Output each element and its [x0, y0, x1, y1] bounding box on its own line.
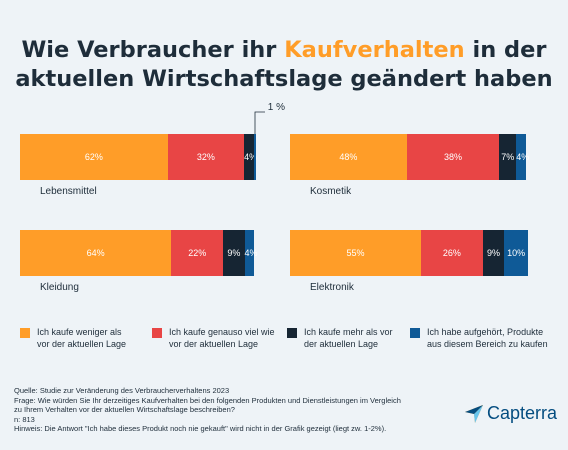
data-label: 55% [346, 248, 365, 258]
footer-question-line-1: Frage: Wie würden Sie Ihr derzeitiges Ka… [14, 395, 401, 405]
legend-label: Ich kaufe weniger als vor der aktuellen L… [37, 327, 127, 349]
data-label: 32% [196, 152, 215, 162]
footer-note: Hinweis: Die Antwort "Ich habe dieses Pr… [14, 424, 387, 433]
capterra-arrow-logo-icon [465, 404, 483, 423]
title-part-2: in der [464, 37, 547, 63]
legend-item: Ich kaufe weniger als vor der aktuellen L… [20, 326, 126, 350]
data-label: 7% [501, 152, 515, 162]
bar-segment [420, 230, 483, 276]
callout-line [254, 111, 265, 136]
stacked-bar-chart: 1 % 62% 32% 4% Lebensmittel 48% 38% 7% 4% Kosmeti… [20, 102, 530, 293]
bar-segment [20, 134, 168, 180]
title-highlight: Kaufverhalten [284, 37, 465, 63]
capterra-brand: Capterra [465, 403, 557, 424]
data-label: 10% [507, 248, 526, 258]
title-line-2: aktuellen Wirtschaftslage geändert haben [15, 66, 553, 92]
data-label: 64% [86, 248, 105, 258]
bar-segment [504, 230, 528, 276]
legend-swatch [152, 328, 162, 338]
bar-segment [290, 230, 421, 276]
legend-swatch [410, 328, 420, 338]
bar-elektronik: 55% 26% 9% 10% [290, 230, 528, 276]
bar-segment [244, 230, 254, 276]
bar-segment [167, 134, 245, 180]
legend-label: Ich kaufe mehr als vor der aktuellen Lage [304, 327, 393, 349]
category-label: Lebensmittel [40, 186, 97, 197]
data-label: 62% [84, 152, 103, 162]
bar-segment [20, 230, 172, 276]
data-label: 4% [516, 152, 530, 162]
data-label: 9% [486, 248, 500, 258]
bar-segment [253, 134, 256, 180]
category-label: Kleidung [40, 282, 79, 293]
category-label: Kosmetik [310, 186, 352, 197]
legend-item: Ich kaufe mehr als vor der aktuellen Lage [287, 326, 393, 350]
legend-label: Ich habe aufgehört, Produkte aus diesem B… [427, 327, 548, 349]
footer-sample-size: n: 813 [14, 414, 35, 424]
bar-segment [290, 134, 407, 180]
data-label: 38% [444, 152, 463, 162]
bar-segment [244, 134, 254, 180]
legend-label: Ich kaufe genauso viel wie vor der aktuel… [169, 327, 275, 349]
legend-swatch [20, 328, 30, 338]
legend-item: Ich kaufe genauso viel wie vor der aktuel… [152, 326, 275, 350]
bar-segment [499, 134, 517, 180]
bar-segment [223, 230, 245, 276]
footer-question-line-2: zu Ihrem Verhalten vor der aktuellen Wir… [14, 405, 235, 414]
bar-segment [482, 230, 505, 276]
footer-source: Quelle: Studie zur Veränderung des Verbr… [14, 386, 230, 395]
bar-lebensmittel: 62% 32% 4% [20, 134, 258, 180]
bar-kosmetik: 48% 38% 7% 4% [290, 134, 530, 180]
bar-segment [171, 230, 224, 276]
data-label: 48% [339, 152, 358, 162]
brand-name: Capterra [487, 403, 558, 423]
callout-label: 1 % [267, 102, 286, 113]
bar-segment [406, 134, 500, 180]
bar-kleidung: 64% 22% 9% 4% [20, 230, 258, 276]
data-label: 9% [227, 248, 241, 258]
data-label: 4% [244, 152, 258, 162]
title-line-1: Wie Verbraucher ihr Kaufverhalten in der [0, 36, 568, 65]
data-label: 22% [188, 248, 207, 258]
category-label: Elektronik [310, 282, 354, 293]
page-title: Wie Verbraucher ihr Kaufverhalten in der… [0, 36, 568, 94]
title-part-1: Wie Verbraucher ihr [21, 37, 285, 63]
legend-item: Ich habe aufgehört, Produkte aus diesem B… [410, 326, 548, 350]
footer-notes: Quelle: Studie zur Veränderung des Verbr… [14, 386, 444, 434]
data-label: 26% [442, 248, 461, 258]
data-label: 4% [244, 248, 258, 258]
legend-swatch [287, 328, 297, 338]
bar-segment [516, 134, 526, 180]
